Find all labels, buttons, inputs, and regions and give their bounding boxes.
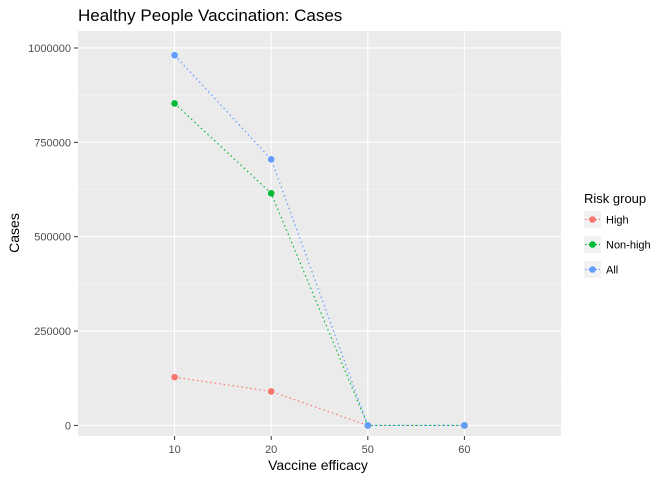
axes: 0 250000 500000 750000 1000000 10 20 50 60 [28, 43, 470, 456]
legend-label: Non-high [606, 240, 651, 252]
plot-panel [78, 31, 561, 436]
data-point [171, 51, 178, 59]
x-tick-label: 20 [265, 444, 277, 456]
data-point [267, 156, 275, 163]
legend-key-point [589, 241, 596, 248]
legend: Risk group High Non-high All [584, 191, 651, 278]
x-tick-label: 10 [168, 444, 180, 456]
series-layer [171, 51, 468, 429]
legend-item: High [584, 211, 629, 228]
y-tick-label: 500000 [34, 232, 71, 244]
x-tick-label: 50 [362, 444, 374, 456]
legend-label: All [606, 265, 618, 277]
legend-key-point [589, 266, 596, 273]
legend-key-point [589, 216, 596, 223]
data-point [364, 422, 372, 429]
y-tick-label: 250000 [34, 326, 71, 338]
series-all [171, 51, 468, 429]
y-tick-label: 750000 [34, 137, 71, 149]
data-point [461, 422, 468, 429]
legend-label: High [606, 215, 629, 227]
legend-item: Non-high [584, 236, 651, 253]
data-point [171, 373, 178, 381]
data-point [267, 190, 275, 197]
x-axis-title: Vaccine efficacy [268, 457, 368, 473]
y-tick-label: 1000000 [28, 43, 71, 55]
y-axis-title: Cases [6, 213, 22, 253]
y-tick-label: 0 [65, 420, 71, 432]
data-point [171, 100, 178, 107]
legend-title: Risk group [584, 191, 646, 206]
legend-item: All [584, 261, 618, 278]
series-line [174, 103, 465, 427]
grid-lines [78, 31, 561, 436]
x-tick-label: 60 [458, 444, 470, 456]
data-point [267, 388, 275, 395]
chart-title: Healthy People Vaccination: Cases [78, 6, 342, 25]
series-line [174, 54, 465, 427]
